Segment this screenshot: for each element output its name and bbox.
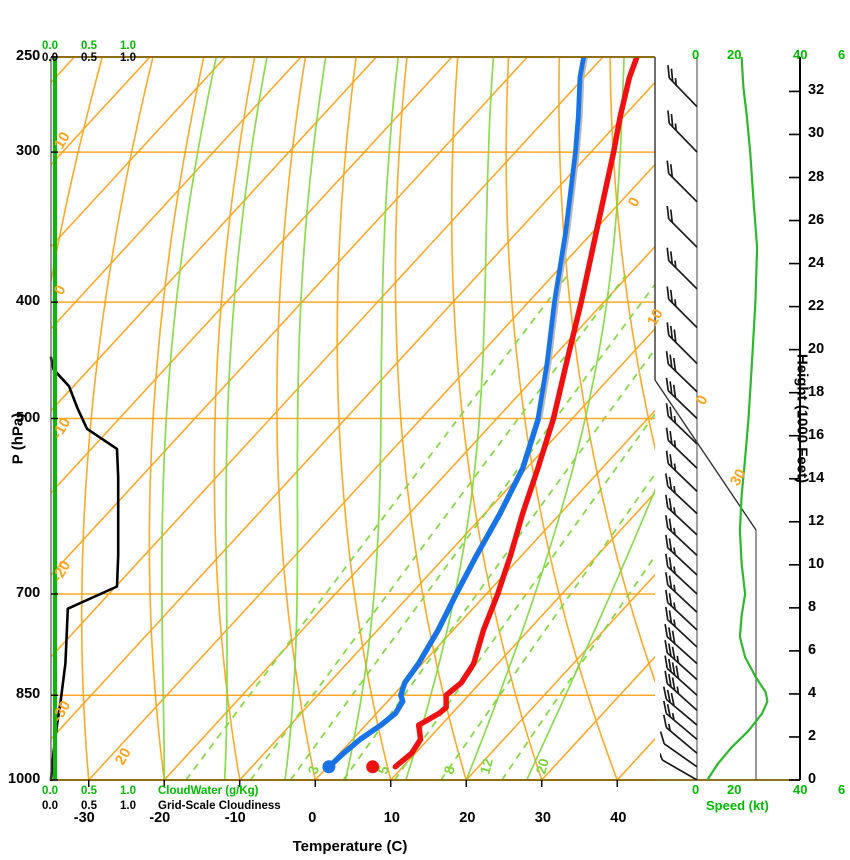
height-tick-22: 22 (808, 297, 825, 314)
height-tick-0: 0 (808, 771, 817, 787)
speed-tick-top-0: 0 (692, 47, 700, 62)
svg-text:5: 5 (374, 764, 392, 776)
surface-markers (322, 760, 380, 774)
temperature-tick-40: 40 (610, 810, 627, 826)
speed-tick-bot-3: 6 (838, 782, 846, 797)
speed-tick-top-1: 20 (727, 47, 742, 62)
svg-text:10: 10 (644, 306, 667, 329)
cloudwater-tick-top-0: 0.0 (42, 40, 58, 52)
cloudiness-tick-bot-0: 0.0 (42, 800, 58, 812)
speed-tick-top-3: 6 (838, 47, 846, 62)
speed-tick-bot-1: 20 (727, 782, 742, 797)
height-tick-14: 14 (808, 469, 825, 486)
pressure-tick-250: 250 (16, 48, 41, 64)
svg-text:30: 30 (727, 466, 750, 489)
height-tick-6: 6 (808, 641, 817, 658)
temperature-tick--30: -30 (73, 810, 95, 826)
cloudwater-tick-bot-0: 0.0 (42, 785, 58, 797)
speed-tick-bot-2: 40 (793, 782, 808, 797)
cloudwater-tick-bot-1: 0.5 (81, 785, 97, 797)
pressure-tick-300: 300 (16, 143, 41, 160)
svg-text:20: 20 (532, 756, 552, 775)
temperature-tick-10: 10 (383, 810, 400, 826)
height-tick-8: 8 (808, 598, 817, 615)
cloudwater-tick-top-1: 0.5 (81, 40, 97, 52)
sounding-traces (326, 57, 640, 770)
height-tick-32: 32 (808, 82, 825, 99)
cloudiness-tick-top-2: 1.0 (120, 52, 136, 64)
wind-speed-profile (706, 57, 769, 780)
temperature-tick--20: -20 (149, 810, 171, 826)
speed-tick-bot-0: 0 (692, 782, 700, 797)
height-tick-12: 12 (808, 512, 825, 529)
cloudiness-tick-bot-1: 0.5 (81, 800, 97, 812)
temperature-axis-label: Temperature (C) (292, 838, 408, 855)
pressure-tick-400: 400 (16, 293, 41, 310)
cloudiness-axis-title: Grid-Scale Cloudiness (158, 800, 281, 812)
temperature-tick-30: 30 (534, 810, 551, 826)
pressure-tick-700: 700 (16, 584, 41, 601)
speed-axis-label: Speed (kt) (706, 798, 769, 813)
cloudiness-tick-bot-2: 1.0 (120, 800, 136, 812)
cloudwater-axis-title: CloudWater (g/Kg) (158, 785, 259, 797)
cloudwater-tick-bot-2: 1.0 (120, 785, 136, 797)
svg-text:10: 10 (51, 129, 74, 152)
height-tick-26: 26 (808, 211, 825, 228)
speed-tick-top-2: 40 (793, 47, 808, 62)
height-tick-16: 16 (808, 426, 825, 443)
pressure-tick-1000: 1000 (8, 771, 41, 787)
cloudiness-tick-top-1: 0.5 (81, 52, 97, 64)
height-tick-24: 24 (808, 254, 825, 271)
height-tick-2: 2 (808, 727, 817, 744)
svg-text:3: 3 (304, 764, 322, 776)
temperature-tick--10: -10 (224, 810, 246, 826)
wind-barbs (660, 57, 698, 780)
height-tick-28: 28 (808, 168, 825, 185)
height-tick-10: 10 (808, 555, 825, 572)
height-tick-20: 20 (808, 340, 825, 357)
cloudwater-tick-top-2: 1.0 (120, 40, 136, 52)
height-tick-4: 4 (808, 684, 817, 701)
pressure-tick-850: 850 (16, 686, 41, 703)
temperature-tick-0: 0 (308, 810, 317, 826)
height-axis-ticks (789, 90, 800, 781)
pressure-tick-500: 500 (16, 409, 41, 426)
height-tick-30: 30 (808, 125, 825, 142)
pressure-axis-ticks (51, 56, 58, 781)
height-tick-18: 18 (808, 383, 825, 400)
temperature-tick-20: 20 (459, 810, 476, 826)
svg-text:8: 8 (440, 764, 458, 776)
svg-text:20: 20 (112, 745, 135, 768)
cloudiness-tick-top-0: 0.0 (42, 52, 58, 64)
svg-text:12: 12 (476, 756, 496, 775)
temperature-axis-ticks (88, 780, 618, 787)
